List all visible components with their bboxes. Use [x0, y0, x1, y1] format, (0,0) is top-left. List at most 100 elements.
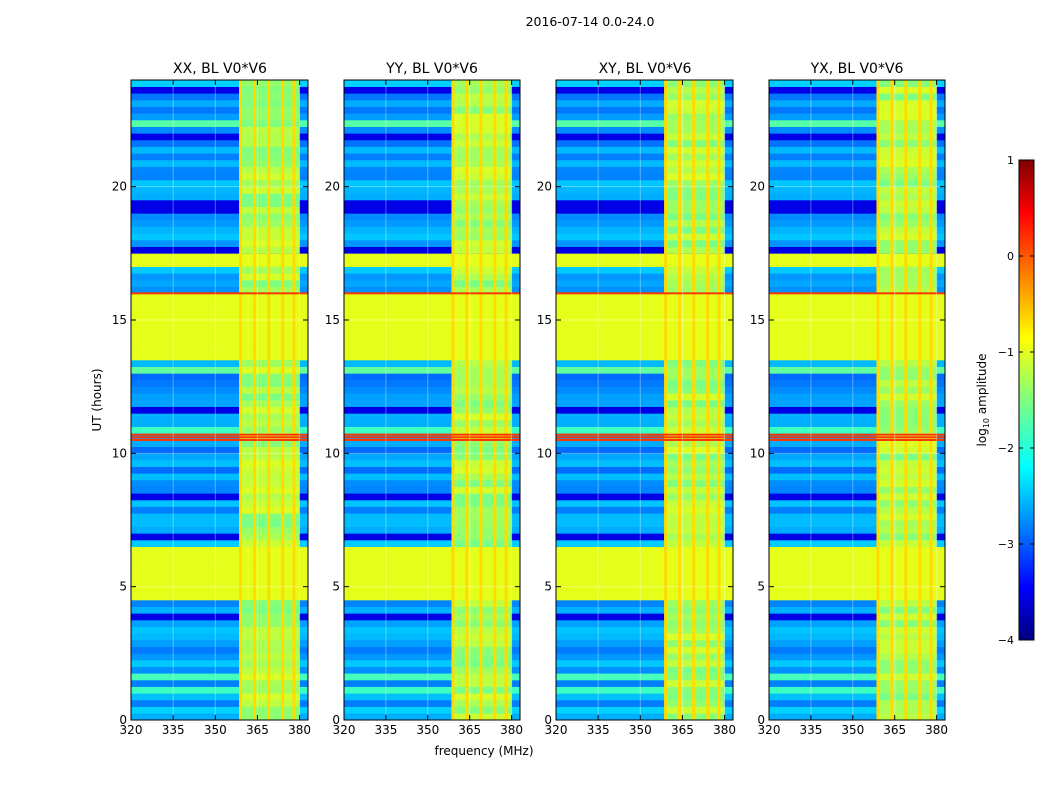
spectrogram-row: [556, 700, 733, 707]
spectrogram-row: [131, 400, 308, 407]
spectrogram-row: [131, 380, 308, 387]
spectrogram-row: [344, 666, 520, 674]
spectrogram-row: [556, 273, 733, 281]
rfi-channel-column: [692, 80, 696, 720]
spectrogram-row: [556, 226, 733, 234]
rfi-channel-column: [706, 80, 710, 720]
spectrogram-row: [131, 160, 308, 167]
spectrogram-row: [131, 700, 308, 707]
spectrogram-row: [769, 120, 945, 127]
y-tick-label: 15: [325, 313, 340, 327]
spectrogram-row: [769, 300, 945, 307]
spectrogram-row: [131, 660, 308, 667]
spectrogram-row: [556, 213, 733, 221]
spectrogram-row: [131, 300, 308, 307]
spectrogram-row: [131, 633, 308, 641]
spectrogram-row: [769, 293, 945, 301]
spectrogram-row: [131, 180, 308, 187]
spectrogram-row: [131, 260, 308, 267]
strong-time-line: [769, 439, 945, 441]
spectrogram-row: [769, 580, 945, 587]
strong-time-line: [344, 433, 520, 436]
axes-frame: [130, 79, 309, 721]
spectrogram-row: [769, 360, 945, 367]
spectrogram-row: [344, 300, 520, 307]
spectrogram-row: [131, 140, 308, 147]
spectrogram-row: [344, 126, 520, 134]
strong-time-line: [344, 439, 520, 441]
spectrogram-row: [769, 640, 945, 647]
spectrogram-row: [131, 446, 308, 454]
spectrogram-row: [556, 580, 733, 587]
spectrogram-row: [556, 453, 733, 461]
spectrogram-row: [344, 700, 520, 707]
spectrogram-row: [769, 626, 945, 634]
spectrogram-row: [344, 233, 520, 241]
axes-frame: [768, 79, 946, 721]
spectrogram-row: [556, 493, 733, 501]
spectrogram-row: [131, 286, 308, 294]
spectrogram-row: [131, 613, 308, 621]
spectrogram-row: [131, 393, 308, 401]
spectrogram-row: [769, 226, 945, 234]
spectrogram-row: [556, 686, 733, 694]
spectrogram-row: [556, 320, 733, 327]
spectrogram-row: [131, 420, 308, 427]
spectrogram-yy: [343, 80, 520, 721]
rfi-channel-column: [292, 80, 296, 720]
spectrogram-row: [556, 573, 733, 581]
strong-time-line: [769, 433, 945, 436]
spectrogram-row: [769, 660, 945, 667]
x-tick-label: 335: [374, 723, 397, 737]
spectrogram-row: [556, 206, 733, 214]
spectrogram-xy: [555, 80, 733, 721]
spectrogram-row: [769, 126, 945, 134]
spectrogram-row: [131, 573, 308, 581]
spectrogram-row: [556, 406, 733, 414]
spectrogram-row: [556, 373, 733, 381]
spectrogram-row: [131, 273, 308, 281]
spectrogram-row: [556, 86, 733, 94]
spectrogram-yx: [768, 80, 945, 721]
spectrogram-row: [556, 293, 733, 301]
spectrogram-row: [769, 466, 945, 474]
spectrogram-row: [769, 220, 945, 227]
spectrogram-row: [769, 666, 945, 674]
spectrogram-row: [769, 100, 945, 107]
spectrogram-row: [131, 406, 308, 414]
spectrogram-row: [131, 86, 308, 94]
spectrogram-row: [344, 326, 520, 334]
spectrogram-row: [556, 106, 733, 114]
spectrogram-row: [344, 386, 520, 394]
colorbar-tick-label: −2: [998, 442, 1014, 455]
tick-group: 320 335 350 365 380 0 5 10 15 20: [112, 80, 311, 737]
x-tick-label: 350: [841, 723, 864, 737]
spectrogram-row: [344, 526, 520, 534]
spectrogram-row: [344, 366, 520, 374]
y-tick-label: 15: [537, 313, 552, 327]
spectrogram-row: [344, 640, 520, 647]
spectrogram-row: [556, 500, 733, 507]
rfi-channel-column: [664, 80, 668, 720]
spectrogram-row: [131, 533, 308, 541]
spectrogram-row: [344, 653, 520, 661]
spectrogram-row: [556, 333, 733, 341]
y-tick-label: 15: [112, 313, 127, 327]
spectrogram-row: [131, 593, 308, 601]
x-tick-label: 380: [925, 723, 948, 737]
panel-title: XX, BL V0*V6: [173, 61, 267, 77]
panel-title: YY, BL V0*V6: [385, 61, 478, 77]
spectrogram-row: [556, 233, 733, 241]
spectrogram-row: [344, 140, 520, 147]
spectrogram-row: [344, 400, 520, 407]
x-tick-label: 365: [246, 723, 269, 737]
spectrogram-row: [769, 533, 945, 541]
spectrogram-row: [556, 220, 733, 227]
y-tick-label: 10: [537, 446, 552, 460]
spectrogram-row: [344, 693, 520, 701]
spectrogram-row: [344, 713, 520, 721]
spectrogram-row: [556, 653, 733, 661]
spectrogram-row: [344, 593, 520, 601]
spectrogram-row: [556, 353, 733, 361]
